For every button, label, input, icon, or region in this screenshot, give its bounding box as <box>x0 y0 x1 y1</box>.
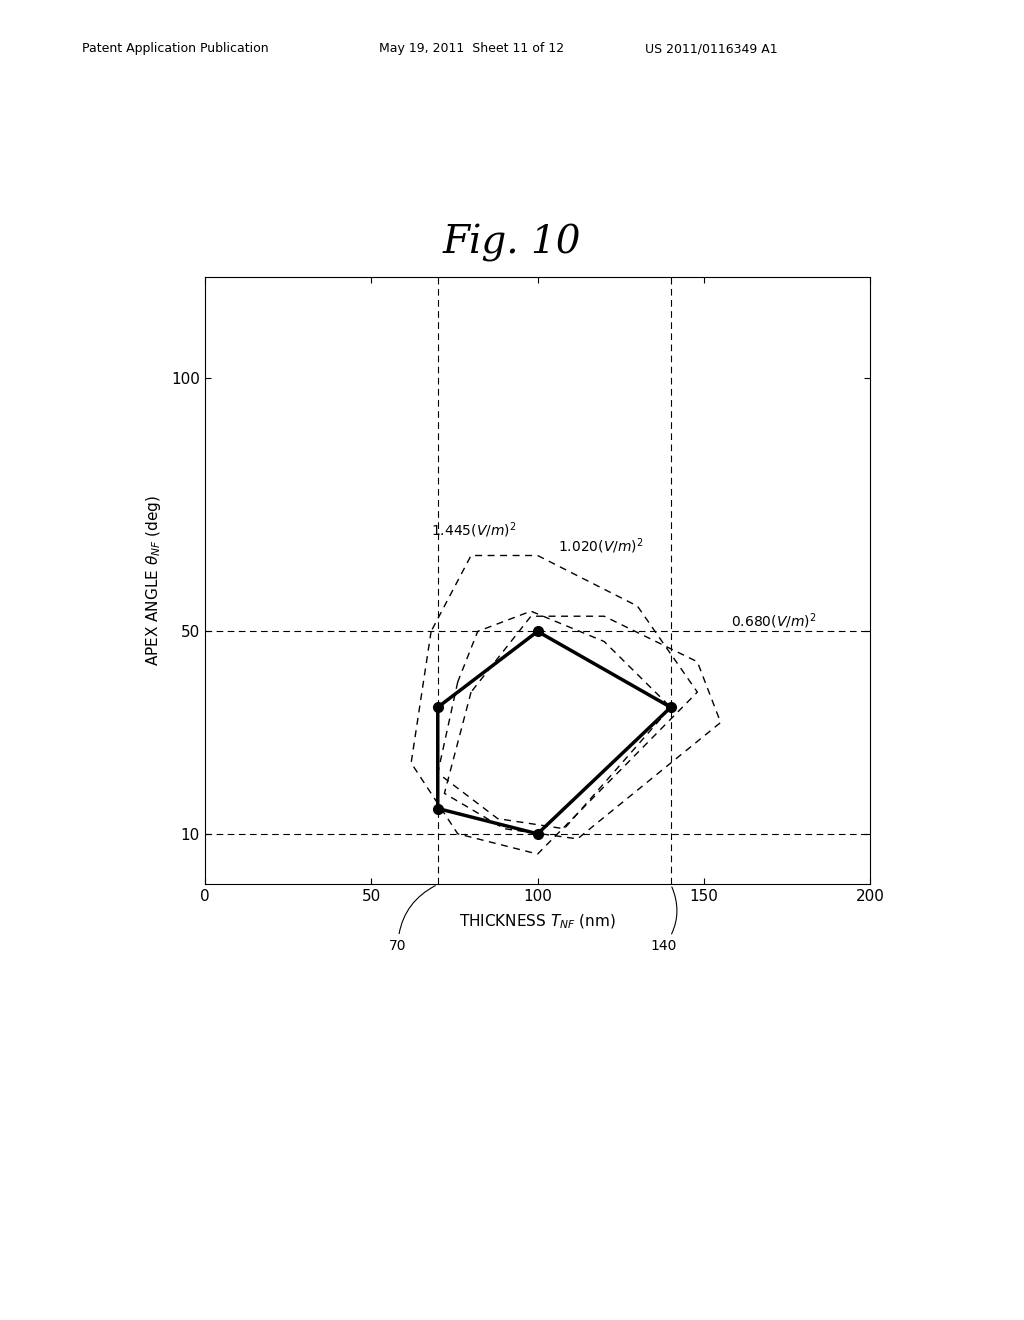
Text: Fig. 10: Fig. 10 <box>442 224 582 263</box>
Text: $0.680(V/m)^2$: $0.680(V/m)^2$ <box>731 611 816 631</box>
Text: 140: 140 <box>651 887 677 953</box>
Text: 70: 70 <box>389 886 435 953</box>
Text: $1.020(V/m)^2$: $1.020(V/m)^2$ <box>558 536 643 556</box>
Text: Patent Application Publication: Patent Application Publication <box>82 42 268 55</box>
Y-axis label: APEX ANGLE $\theta_{NF}$ (deg): APEX ANGLE $\theta_{NF}$ (deg) <box>143 495 163 667</box>
X-axis label: THICKNESS $T_{NF}$ (nm): THICKNESS $T_{NF}$ (nm) <box>459 912 616 931</box>
Text: $1.445(V/m)^2$: $1.445(V/m)^2$ <box>431 520 517 540</box>
Text: US 2011/0116349 A1: US 2011/0116349 A1 <box>645 42 778 55</box>
Text: May 19, 2011  Sheet 11 of 12: May 19, 2011 Sheet 11 of 12 <box>379 42 564 55</box>
